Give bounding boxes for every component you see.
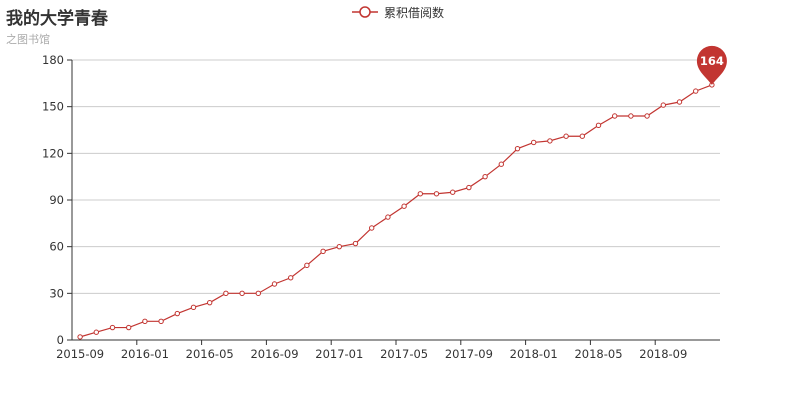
data-point [223, 290, 229, 297]
data-point [466, 184, 472, 191]
x-tick-label: 2015-09 [56, 347, 104, 361]
y-tick-label: 30 [49, 286, 64, 300]
data-point [77, 334, 83, 340]
x-tick-label: 2017-05 [380, 347, 428, 361]
legend-item[interactable]: 累积借阅数 [352, 3, 444, 21]
x-tick-label: 2016-01 [121, 347, 169, 361]
data-point [644, 113, 650, 119]
data-point [158, 318, 164, 325]
x-tick-label: 2016-05 [186, 347, 234, 361]
data-point [433, 191, 440, 197]
data-point [304, 262, 310, 269]
data-point [514, 145, 521, 152]
y-tick-label: 180 [42, 53, 64, 67]
data-point [417, 191, 423, 197]
legend-label: 累积借阅数 [384, 5, 445, 20]
data-point [385, 214, 391, 220]
x-tick-label: 2018-09 [639, 347, 687, 361]
data-point [336, 243, 342, 250]
y-tick-label: 90 [49, 193, 64, 207]
data-point [255, 290, 261, 297]
legend-line-circle-icon [352, 6, 378, 18]
data-point [547, 138, 553, 144]
x-tick-label: 2017-09 [445, 347, 493, 361]
data-point [288, 275, 294, 281]
x-tick-label: 2016-09 [250, 347, 298, 361]
data-point [93, 329, 100, 335]
data-point [612, 113, 618, 119]
data-point [239, 290, 245, 297]
chart-subtitle: 之图书馆 [6, 33, 50, 46]
data-point [579, 133, 585, 139]
y-tick-label: 0 [57, 333, 64, 347]
chart-title: 我的大学青春 [6, 9, 108, 29]
data-point [142, 318, 148, 325]
data-point [498, 161, 504, 167]
data-point [352, 240, 359, 247]
data-point [595, 122, 602, 129]
data-point [531, 139, 537, 146]
data-point [109, 324, 116, 331]
max-pin-label: 164 [700, 54, 724, 68]
y-tick-label: 60 [49, 240, 64, 254]
data-point [676, 99, 683, 105]
data-point [126, 324, 132, 331]
y-tick-label: 120 [42, 146, 64, 160]
data-point [660, 102, 666, 108]
data-point [190, 304, 197, 311]
data-point [271, 281, 278, 287]
data-point [628, 113, 634, 119]
data-point [450, 189, 456, 195]
data-point [401, 203, 407, 209]
max-pin-marker [696, 45, 727, 85]
data-point [207, 299, 213, 306]
data-point [320, 248, 326, 255]
data-point [563, 133, 569, 139]
y-tick-label: 150 [42, 100, 64, 114]
x-tick-label: 2018-05 [574, 347, 622, 361]
x-tick-label: 2018-01 [510, 347, 558, 361]
data-point [369, 225, 375, 231]
data-point [174, 310, 181, 317]
data-point [693, 88, 699, 94]
data-point [482, 173, 488, 180]
series-line [79, 84, 713, 338]
x-tick-label: 2017-01 [315, 347, 363, 361]
